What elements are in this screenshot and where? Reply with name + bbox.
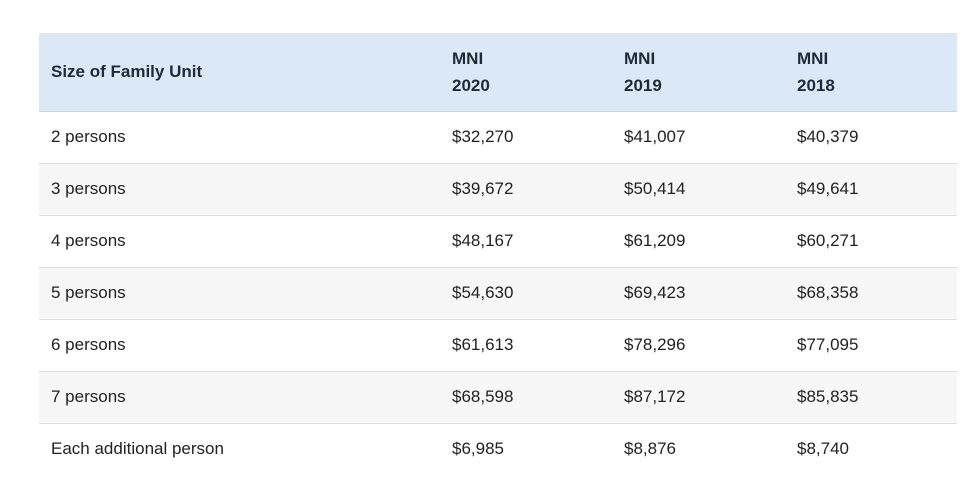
mni-2019-cell: $69,423 [624,283,686,302]
mni-2019-cell: $78,296 [624,335,686,354]
mni-2019-cell: $61,209 [624,231,686,250]
header-row: Size of Family Unit MNI 2020 MNI 2019 MN… [39,33,957,112]
mni-2018-cell: $49,641 [797,179,859,198]
mni-table-container: Size of Family Unit MNI 2020 MNI 2019 MN… [39,33,957,475]
family-size-cell: 5 persons [51,283,126,302]
header-mni-2020: MNI 2020 [440,33,612,112]
header-mni-2018: MNI 2018 [785,33,957,112]
header-year: 2019 [624,75,662,95]
header-size-of-family-unit: Size of Family Unit [39,33,440,112]
mni-2018-cell: $40,379 [797,127,859,146]
table-row: 6 persons $61,613 $78,296 $77,095 [39,319,957,371]
table-row: 3 persons $39,672 $50,414 $49,641 [39,163,957,215]
mni-2018-cell: $60,271 [797,231,859,250]
mni-2019-cell: $87,172 [624,387,686,406]
header-label: MNI [797,48,829,68]
table-row: 4 persons $48,167 $61,209 $60,271 [39,215,957,267]
header-label: Size of Family Unit [51,62,203,82]
mni-2018-cell: $85,835 [797,387,859,406]
table-row: 5 persons $54,630 $69,423 $68,358 [39,267,957,319]
header-label: MNI [452,48,484,68]
mni-2018-cell: $8,740 [797,439,849,459]
header-year: 2020 [452,75,490,95]
mni-2020-cell: $6,985 [452,439,504,459]
mni-2020-cell: $39,672 [452,179,514,198]
mni-2019-cell: $41,007 [624,127,686,146]
family-size-cell: 2 persons [51,127,126,146]
mni-table: Size of Family Unit MNI 2020 MNI 2019 MN… [39,33,957,475]
mni-2020-cell: $61,613 [452,335,514,354]
table-row: Each additional person $6,985 $8,876 $8,… [39,423,957,475]
header-label: MNI [624,48,656,68]
family-size-cell: 6 persons [51,335,126,354]
family-size-cell: Each additional person [51,439,224,459]
table-body: 2 persons $32,270 $41,007 $40,379 3 pers… [39,111,957,475]
header-year: 2018 [797,75,835,95]
family-size-cell: 7 persons [51,387,126,406]
family-size-cell: 4 persons [51,231,126,250]
table-row: 2 persons $32,270 $41,007 $40,379 [39,111,957,163]
family-size-cell: 3 persons [51,179,126,198]
mni-2019-cell: $8,876 [624,439,676,459]
mni-2018-cell: $68,358 [797,283,859,302]
mni-2018-cell: $77,095 [797,335,859,354]
mni-2020-cell: $54,630 [452,283,514,302]
mni-2020-cell: $68,598 [452,387,514,406]
header-mni-2019: MNI 2019 [612,33,785,112]
table-header: Size of Family Unit MNI 2020 MNI 2019 MN… [39,33,957,112]
mni-2019-cell: $50,414 [624,179,686,198]
mni-2020-cell: $48,167 [452,231,514,250]
table-row: 7 persons $68,598 $87,172 $85,835 [39,371,957,423]
mni-2020-cell: $32,270 [452,127,514,146]
